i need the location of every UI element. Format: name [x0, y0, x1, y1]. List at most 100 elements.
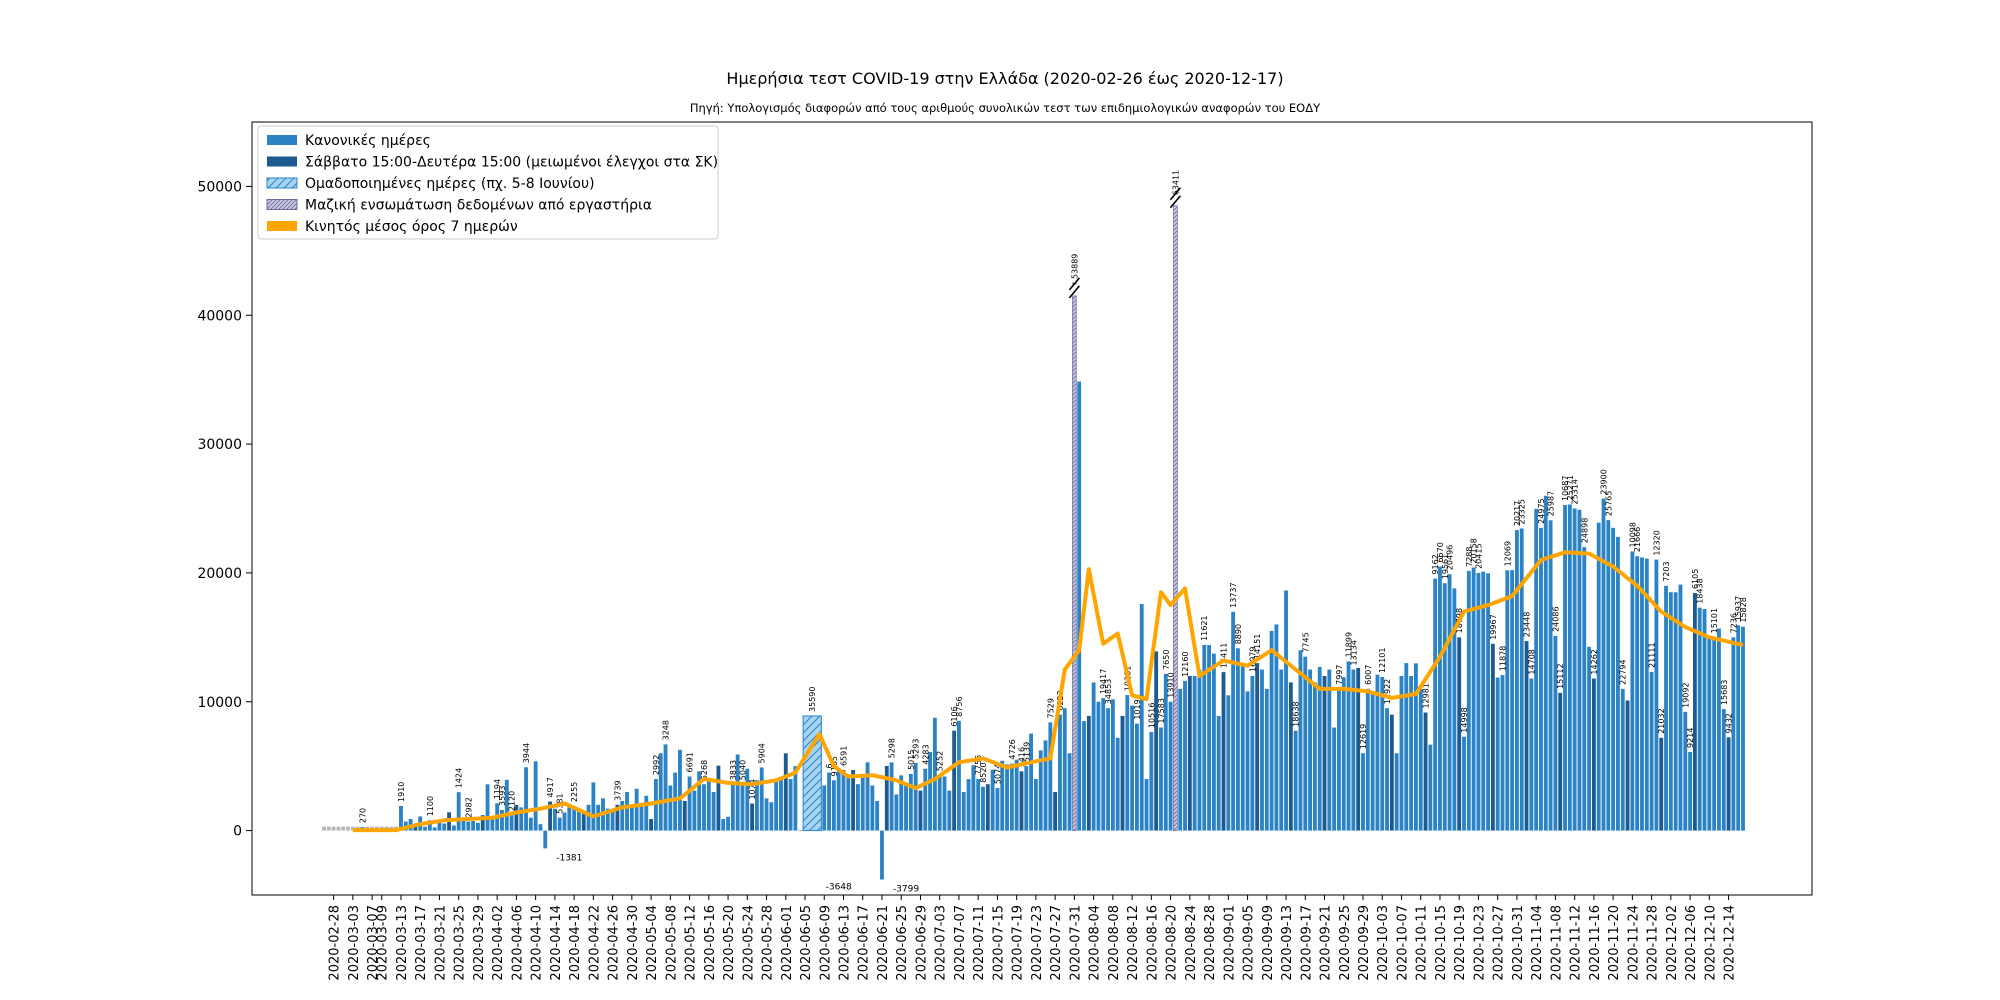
weekend-bar: [851, 770, 856, 831]
day-bar: [1514, 530, 1519, 831]
day-bar: [625, 792, 629, 831]
day-bar: [981, 786, 985, 831]
day-bar: [995, 788, 1000, 831]
day-bar: [1159, 727, 1163, 831]
day-bar: [528, 817, 533, 831]
weekend-bar: [1726, 737, 1731, 831]
legend-swatch-moving_average: [267, 221, 297, 231]
day-bar: [1062, 708, 1067, 831]
day-bar: [788, 779, 793, 831]
x-tick-label: 2020-05-28: [761, 905, 776, 981]
day-bar: [1250, 675, 1255, 831]
weekend-bar: [1389, 714, 1394, 831]
y-tick-label: 40000: [197, 308, 242, 324]
legend-label-bulk: Μαζική ενσωμάτωση δεδομένων από εργαστήρ…: [305, 198, 652, 214]
day-bar: [1264, 688, 1269, 831]
day-bar: [1447, 574, 1452, 831]
day-bar: [432, 827, 437, 831]
day-bar: [1293, 730, 1298, 831]
x-tick-label: 2020-03-29: [472, 905, 487, 981]
value-label: 6591: [839, 746, 848, 766]
value-label: 14262: [1590, 649, 1599, 674]
day-bar: [1312, 682, 1317, 831]
day-bar: [1731, 637, 1736, 831]
day-bar: [1462, 736, 1466, 831]
x-tick-label: 2020-04-14: [549, 905, 564, 981]
weekend-bar: [1423, 712, 1428, 831]
x-tick-label: 2020-10-03: [1376, 905, 1391, 981]
day-bar: [668, 785, 673, 831]
day-bar: [461, 818, 466, 831]
day-bar: [437, 822, 442, 831]
day-bar: [1240, 663, 1245, 831]
day-bar: [913, 762, 918, 831]
weekend-bar: [1490, 643, 1495, 831]
day-bar: [1317, 666, 1322, 831]
weekend-bar: [1524, 641, 1529, 831]
x-tick-label: 2020-05-12: [684, 905, 699, 981]
value-label: 3833: [729, 760, 738, 780]
day-bar: [836, 768, 841, 831]
day-bar: [1337, 688, 1341, 831]
x-tick-label: 2020-07-31: [1068, 905, 1083, 981]
day-bar: [1144, 779, 1149, 831]
value-label: 3739: [613, 780, 622, 800]
day-bar: [1260, 669, 1264, 831]
x-tick-label: 2020-03-09: [376, 905, 391, 981]
day-bar: [1125, 695, 1130, 831]
value-label: 3248: [662, 720, 671, 740]
value-label: 4726: [1008, 739, 1017, 759]
value-label: 10191: [1133, 694, 1142, 719]
day-bar: [1644, 558, 1649, 831]
value-label: 63411: [1171, 170, 1180, 195]
legend-label-normal: Κανονικές ημέρες: [305, 133, 431, 149]
day-bar: [764, 798, 769, 831]
day-bar: [856, 784, 860, 831]
day-bar: [538, 824, 543, 831]
day-bar: [1207, 645, 1211, 831]
day-bar: [1481, 571, 1486, 831]
value-label: 25765: [1604, 491, 1613, 516]
day-bar: [1587, 646, 1591, 831]
day-bar: [500, 809, 504, 831]
day-bar: [923, 768, 928, 831]
day-bar: [1130, 705, 1135, 831]
day-bar: [1370, 691, 1375, 831]
x-tick-label: 2020-08-28: [1203, 905, 1218, 981]
value-label: 25271: [1566, 475, 1575, 500]
day-bar: [759, 767, 764, 831]
value-label: 20496: [1446, 545, 1455, 570]
value-label: 1910: [397, 782, 406, 802]
day-bar: [1014, 759, 1019, 831]
day-bar: [586, 804, 591, 831]
day-bar: [1298, 650, 1303, 831]
x-tick-label: 2020-08-16: [1145, 905, 1160, 981]
value-label: 18638: [1292, 701, 1301, 726]
value-label: 7288: [1465, 547, 1474, 567]
day-bar: [1178, 688, 1183, 831]
day-bar: [1043, 740, 1048, 831]
y-tick-label: 0: [233, 824, 242, 840]
legend-label-moving_average: Κινητός μέσος όρος 7 ημερών: [305, 219, 518, 235]
legend-swatch-bulk: [266, 199, 298, 210]
day-bar: [1668, 592, 1673, 831]
x-tick-label: 2020-03-13: [395, 905, 410, 981]
day-bar: [644, 795, 649, 831]
day-bar: [1683, 711, 1688, 831]
weekend-bar: [783, 753, 788, 831]
value-label: 15937: [1734, 596, 1743, 621]
x-tick-label: 2020-05-24: [741, 905, 756, 981]
x-tick-label: 2020-09-21: [1319, 905, 1334, 981]
value-label: 14151: [1253, 634, 1262, 659]
x-tick-label: 2020-09-25: [1338, 905, 1353, 981]
x-tick-label: 2020-08-08: [1107, 905, 1122, 981]
value-label: 12069: [1503, 541, 1512, 566]
day-bar: [966, 779, 971, 831]
x-tick-label: 2020-10-07: [1395, 905, 1410, 981]
day-bar: [899, 775, 904, 831]
day-bar: [976, 779, 981, 831]
negative-value-label: -3648: [826, 883, 852, 893]
day-bar: [1029, 733, 1034, 831]
day-bar: [1452, 588, 1457, 831]
day-bar: [1640, 557, 1644, 831]
